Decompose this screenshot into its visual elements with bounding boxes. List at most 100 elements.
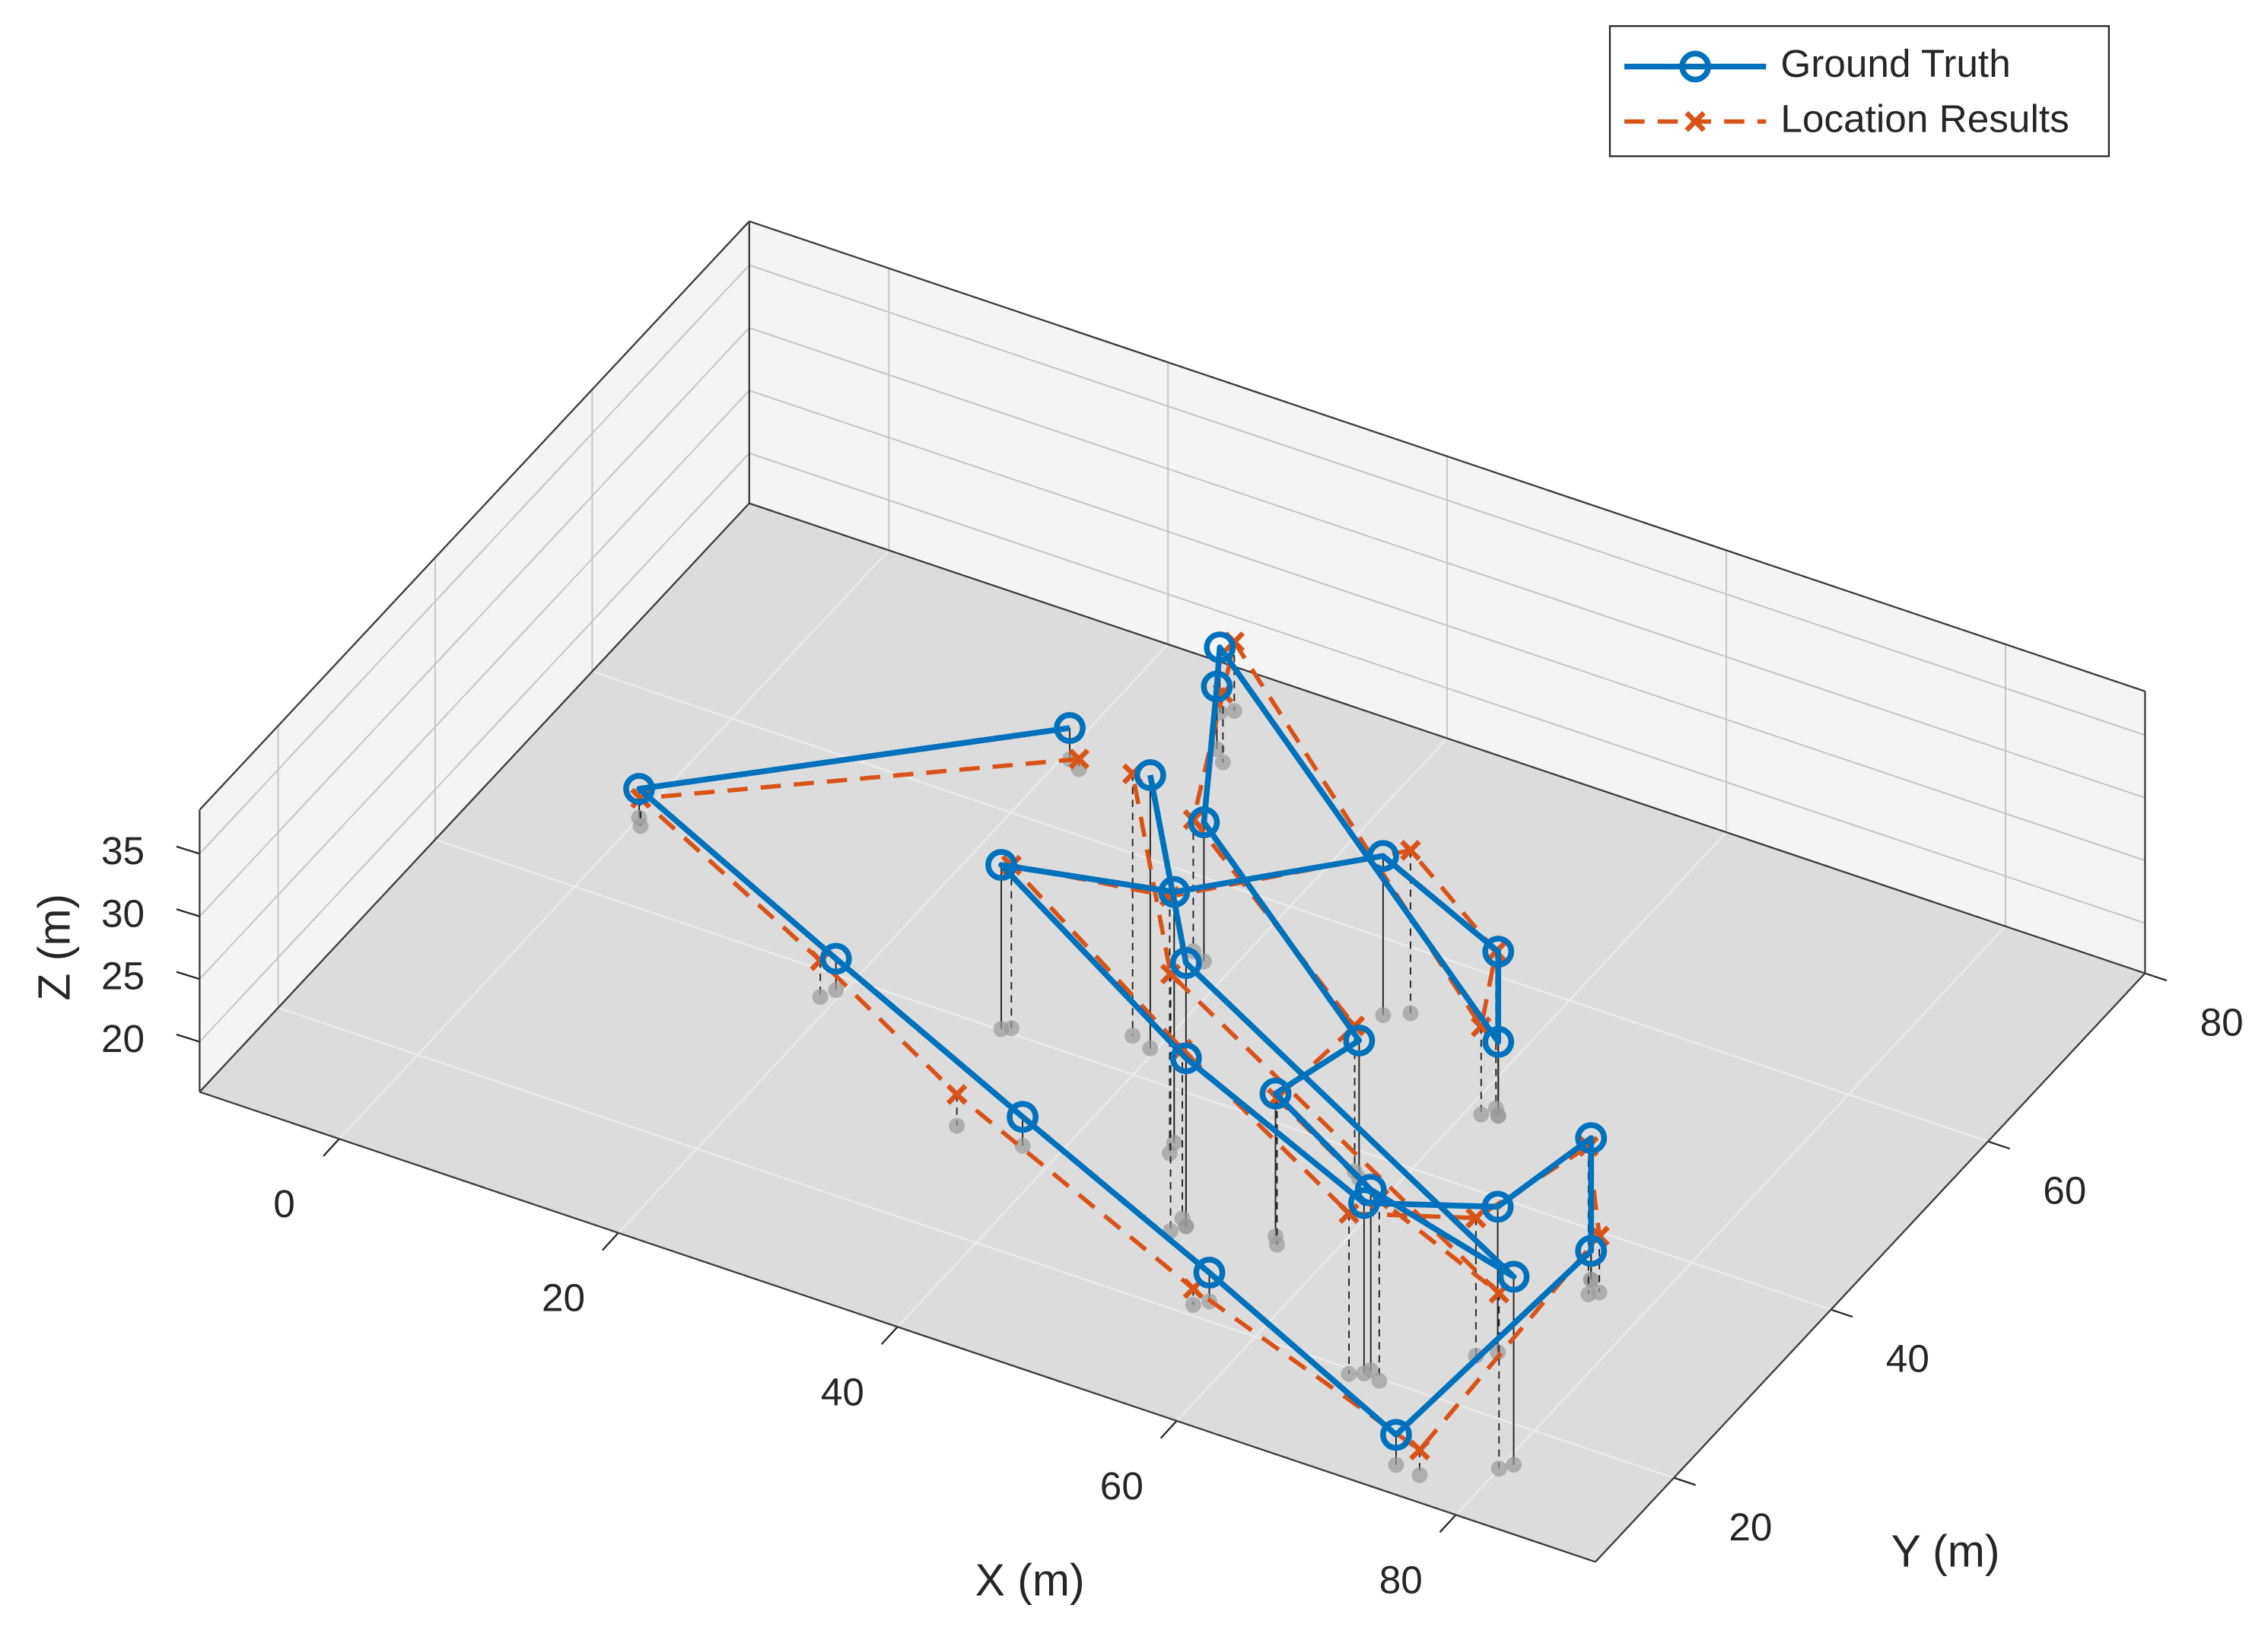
x-axis-label: X (m) (975, 1556, 1085, 1605)
x-tick-label: 60 (1100, 1464, 1144, 1508)
floor-shadow (1226, 703, 1242, 719)
grid-line (749, 452, 2146, 924)
marker (985, 849, 1017, 882)
tick-mark (1673, 1476, 1697, 1486)
floor-shadow (949, 1117, 965, 1134)
marker (1158, 876, 1191, 908)
grid-line (1455, 925, 2006, 1516)
grid-line (338, 549, 890, 1139)
axes-edge (199, 502, 750, 1093)
marker (1482, 936, 1515, 968)
tick-mark (880, 1326, 899, 1345)
marker (1367, 840, 1399, 872)
marker (1007, 1101, 1039, 1133)
legend-label: Ground Truth (1780, 42, 2010, 85)
floor-shadow (1214, 754, 1231, 771)
marker (1380, 1419, 1412, 1451)
legend-box (1608, 25, 2111, 157)
floor-shadow (1363, 1362, 1379, 1378)
floor-shadow (1506, 1457, 1522, 1473)
y-tick-label: 80 (2200, 1001, 2244, 1044)
y-tick-label: 60 (2043, 1169, 2086, 1213)
x-tick-label: 80 (1379, 1558, 1423, 1601)
axes-edge (199, 221, 750, 811)
marker-stroke (946, 1084, 968, 1105)
grid-line (199, 264, 750, 855)
floor-shadow (1580, 1286, 1597, 1302)
tick-mark (176, 971, 200, 981)
marker (1684, 110, 1706, 132)
tick-mark (1831, 1308, 1853, 1318)
x-tick-label: 0 (273, 1182, 295, 1225)
marker-stroke (1684, 110, 1706, 132)
floor-shadow (1269, 1236, 1285, 1253)
floor-shadow (1014, 1137, 1031, 1154)
floor-shadow (1371, 1372, 1388, 1389)
marker (1134, 759, 1166, 791)
x-tick-label: 40 (821, 1370, 864, 1413)
axes-edge (1595, 972, 2146, 1563)
tick-mark (323, 1138, 340, 1157)
floor-shadow (1490, 1344, 1506, 1361)
grid-line (199, 453, 750, 1043)
marker (1481, 1190, 1514, 1223)
grid-line (749, 264, 2146, 736)
marker-stroke (1465, 1207, 1487, 1228)
floor-shadow (1185, 1296, 1201, 1313)
marker (1193, 1257, 1226, 1289)
legend-label: Location Results (1780, 97, 2069, 140)
floor-shadow (812, 989, 829, 1006)
tick-mark (1987, 1140, 2010, 1150)
grid-line (592, 670, 1989, 1143)
marker (1482, 1025, 1515, 1058)
legend: Ground Truth Location Results (1608, 25, 2111, 157)
z-axis-label: Z (m) (30, 894, 80, 1001)
marker (1497, 1260, 1530, 1293)
marker (1204, 631, 1236, 664)
marker (1343, 1024, 1376, 1057)
z-tick-label: 20 (101, 1017, 145, 1060)
floor-shadow (1375, 1007, 1392, 1023)
grid-line (749, 389, 2146, 862)
z-tick-label: 25 (101, 955, 145, 998)
floor-shadow (1583, 1271, 1599, 1288)
floor-shadow (1003, 1020, 1019, 1037)
floor-shadow (1388, 1457, 1404, 1473)
floor-shadow (1161, 1145, 1178, 1162)
marker (1575, 1235, 1608, 1267)
grid-line (199, 327, 750, 917)
tick-mark (1159, 1420, 1178, 1439)
left-wall (199, 221, 749, 1092)
floor-shadow (1402, 1005, 1419, 1022)
tick-mark (176, 908, 200, 917)
floor-shadow (1142, 1040, 1159, 1057)
marker (1400, 840, 1421, 861)
marker (1259, 1077, 1292, 1110)
marker (1354, 1174, 1387, 1206)
floor-shadow (632, 818, 649, 834)
floor-shadow (1487, 1100, 1504, 1117)
marker-stroke (1400, 840, 1421, 861)
marker (1409, 1439, 1430, 1460)
marker (623, 773, 655, 805)
axes-edge (749, 220, 2146, 692)
z-tick-label: 30 (101, 892, 145, 935)
floor-shadow (1174, 1210, 1191, 1227)
marker-stroke (1068, 748, 1089, 770)
series-line (636, 644, 1595, 1438)
grid-line (278, 1006, 1675, 1479)
grid-line (199, 389, 750, 980)
tick-mark (2145, 972, 2168, 982)
marker (946, 1084, 968, 1105)
tick-mark (176, 845, 200, 855)
marker (819, 942, 852, 975)
floor-shadow (1341, 1365, 1357, 1382)
tick-mark (601, 1232, 619, 1251)
grid-line (749, 327, 2146, 799)
floor-shadow (1411, 1467, 1428, 1483)
axes-edge (749, 502, 2146, 974)
floor-shadow (1124, 1028, 1141, 1044)
marker (1201, 670, 1233, 703)
